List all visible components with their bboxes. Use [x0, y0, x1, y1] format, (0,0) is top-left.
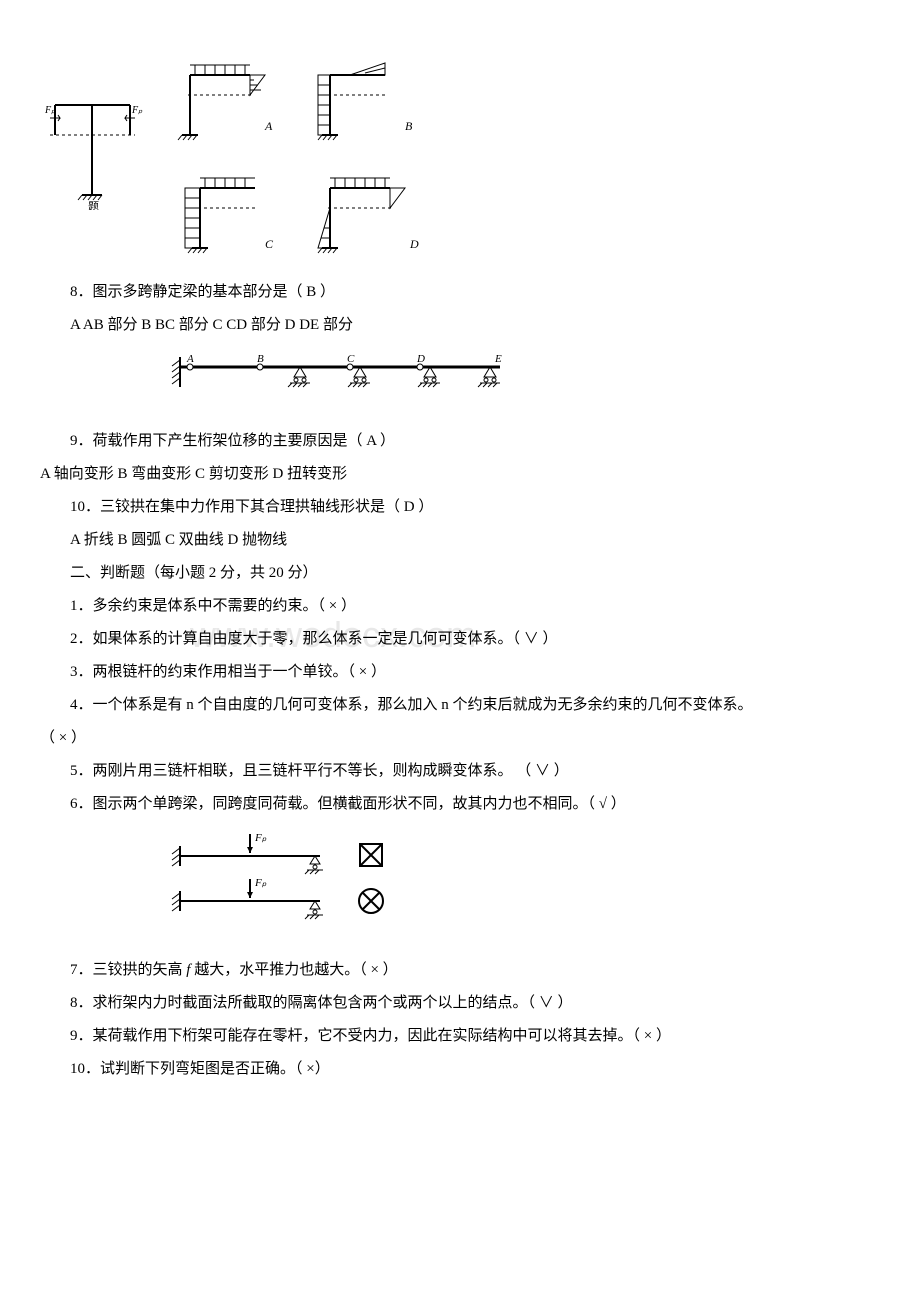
q8-options: A AB 部分 B BC 部分 C CD 部分 D DE 部分 — [40, 309, 880, 342]
j7-prefix: 7．三铰拱的矢高 — [70, 962, 186, 978]
q7-option-a: A — [170, 60, 290, 163]
svg-text:B: B — [257, 353, 264, 365]
j6: 6．图示两个单跨梁，同跨度同荷载。但横截面形状不同，故其内力也不相同。（ √ ） — [40, 788, 880, 821]
svg-text:B: B — [405, 119, 413, 133]
svg-text:E: E — [494, 353, 502, 365]
q7-main-frame: Fₚ Fₚ 题 — [40, 60, 150, 223]
j4-cont: （ × ） — [40, 722, 880, 755]
svg-text:A: A — [186, 353, 194, 365]
q8-text: 8．图示多跨静定梁的基本部分是（ B ） — [40, 276, 880, 309]
j6-diagram: Fₚ Fₚ — [160, 826, 880, 939]
j9: 9．某荷载作用下桁架可能存在零杆，它不受内力，因此在实际结构中可以将其去掉。（ … — [40, 1020, 880, 1053]
j8: 8．求桁架内力时截面法所截取的隔离体包含两个或两个以上的结点。（ ∨ ） — [40, 987, 880, 1020]
j7-suffix: 越大，水平推力也越大。（ × ） — [194, 962, 397, 978]
j10: 10．试判断下列弯矩图是否正确。（ ×） — [40, 1053, 880, 1086]
j4: 4．一个体系是有 n 个自由度的几何可变体系，那么加入 n 个约束后就成为无多余… — [40, 689, 880, 722]
j7: 7．三铰拱的矢高 f 越大，水平推力也越大。（ × ） — [40, 954, 880, 987]
svg-text:D: D — [416, 353, 425, 365]
j5: 5．两刚片用三链杆相联，且三链杆平行不等长，则构成瞬变体系。 （ ∨ ） — [40, 755, 880, 788]
svg-text:Fₚ: Fₚ — [254, 832, 267, 844]
svg-text:D: D — [409, 237, 419, 251]
svg-text:C: C — [265, 237, 274, 251]
j3: 3．两根链杆的约束作用相当于一个单铰。（ × ） — [40, 656, 880, 689]
q9-text: 9．荷载作用下产生桁架位移的主要原因是（ A ） — [40, 425, 880, 458]
q8-beam-diagram: A B C D E — [160, 352, 880, 415]
q9-options: A 轴向变形 B 弯曲变形 C 剪切变形 D 扭转变形 — [40, 458, 880, 491]
q7-diagram-set: Fₚ Fₚ 题 — [40, 60, 880, 276]
svg-text:Fₚ: Fₚ — [44, 105, 56, 116]
q7-option-d: D — [310, 173, 430, 276]
svg-text:C: C — [347, 353, 355, 365]
j1: 1．多余约束是体系中不需要的约束。（ × ） — [40, 590, 880, 623]
j7-f: f — [186, 962, 194, 978]
q7-option-c: C — [170, 173, 290, 276]
svg-text:Fₚ: Fₚ — [254, 877, 267, 889]
q10-text: 10．三铰拱在集中力作用下其合理拱轴线形状是（ D ） — [40, 491, 880, 524]
j2: 2．如果体系的计算自由度大于零，那么体系一定是几何可变体系。（ ∨ ） — [40, 623, 880, 656]
svg-text:Fₚ: Fₚ — [131, 105, 143, 116]
section2-title: 二、判断题（每小题 2 分，共 20 分） — [40, 557, 880, 590]
q10-options: A 折线 B 圆弧 C 双曲线 D 抛物线 — [40, 524, 880, 557]
svg-text:题: 题 — [88, 200, 99, 210]
svg-text:A: A — [264, 119, 273, 133]
q7-option-b: B — [310, 60, 430, 163]
